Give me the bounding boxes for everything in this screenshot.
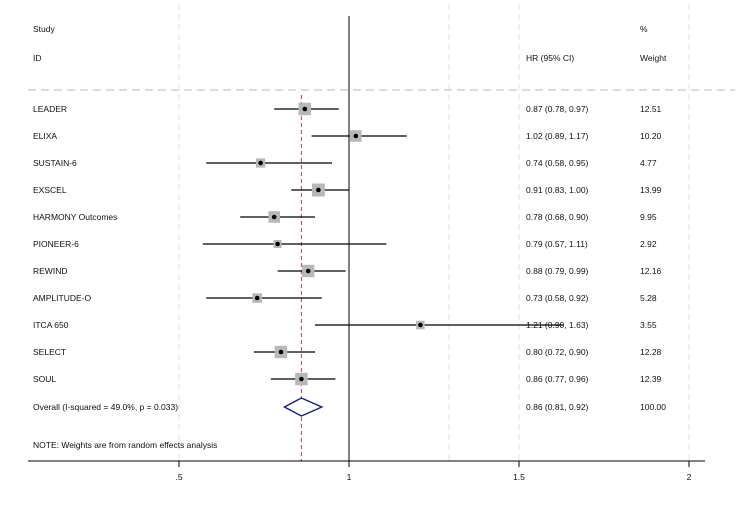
ci-text: 0.80 (0.72, 0.90) [526, 347, 589, 357]
header-study: Study [33, 24, 55, 34]
overall-row: Overall (I-squared = 49.0%, p = 0.033) 0… [33, 397, 666, 417]
overall-weight: 100.00 [640, 402, 666, 412]
study-row: ITCA 650 1.21 (0.90, 1.63) 3.55 [33, 320, 657, 330]
study-name: HARMONY Outcomes [33, 212, 117, 222]
point-estimate [305, 268, 311, 274]
point-estimate [353, 133, 359, 139]
study-name: PIONEER-6 [33, 239, 79, 249]
study-rows: LEADER 0.87 (0.78, 0.97) 12.51 ELIXA 1.02 (0… [33, 102, 662, 386]
weight-text: 4.77 [640, 158, 657, 168]
weight-text: 12.51 [640, 104, 662, 114]
study-name: SUSTAIN-6 [33, 158, 77, 168]
x-tick-label: 1.5 [513, 472, 525, 482]
ci-text: 0.73 (0.58, 0.92) [526, 293, 589, 303]
point-estimate [299, 376, 304, 382]
weights-note: NOTE: Weights are from random effects an… [33, 440, 217, 450]
overall-diamond [282, 397, 324, 417]
weight-text: 9.95 [640, 212, 657, 222]
study-name: EXSCEL [33, 185, 67, 195]
point-estimate [275, 241, 280, 247]
ci-text: 1.21 (0.90, 1.63) [526, 320, 589, 330]
study-name: AMPLITUDE-O [33, 293, 91, 303]
ci-text: 1.02 (0.89, 1.17) [526, 131, 589, 141]
study-row: SUSTAIN-6 0.74 (0.58, 0.95) 4.77 [33, 158, 657, 168]
weight-text: 12.39 [640, 374, 662, 384]
study-name: ITCA 650 [33, 320, 69, 330]
study-name: REWIND [33, 266, 67, 276]
point-estimate [258, 160, 263, 166]
weight-text: 10.20 [640, 131, 662, 141]
grid-lines [178, 4, 690, 461]
weight-text: 12.16 [640, 266, 662, 276]
study-name: SOUL [33, 374, 56, 384]
weight-text: 5.28 [640, 293, 657, 303]
point-estimate [316, 187, 321, 193]
ci-text: 0.91 (0.83, 1.00) [526, 185, 589, 195]
study-row: HARMONY Outcomes 0.78 (0.68, 0.90) 9.95 [33, 211, 657, 223]
ci-text: 0.79 (0.57, 1.11) [526, 239, 588, 249]
study-row: REWIND 0.88 (0.79, 0.99) 12.16 [33, 264, 662, 278]
ci-text: 0.86 (0.77, 0.96) [526, 374, 589, 384]
point-estimate [271, 214, 277, 220]
point-estimate [254, 295, 260, 301]
study-name: ELIXA [33, 131, 57, 141]
study-row: AMPLITUDE-O 0.73 (0.58, 0.92) 5.28 [33, 293, 657, 303]
ci-text: 0.74 (0.58, 0.95) [526, 158, 589, 168]
overall-label: Overall (I-squared = 49.0%, p = 0.033) [33, 402, 178, 412]
header-weight: Weight [640, 53, 667, 63]
study-row: LEADER 0.87 (0.78, 0.97) 12.51 [33, 102, 662, 116]
point-estimate [418, 322, 423, 328]
weight-text: 13.99 [640, 185, 662, 195]
x-axis-ticks: .5 1 1.5 2 [175, 461, 692, 482]
point-estimate [302, 106, 308, 112]
study-row: ELIXA 1.02 (0.89, 1.17) 10.20 [33, 130, 662, 142]
header-id: ID [33, 53, 42, 63]
weight-text: 12.28 [640, 347, 662, 357]
overall-ci-text: 0.86 (0.81, 0.92) [526, 402, 589, 412]
study-name: SELECT [33, 347, 66, 357]
study-row: EXSCEL 0.91 (0.83, 1.00) 13.99 [33, 183, 662, 197]
ci-text: 0.87 (0.78, 0.97) [526, 104, 589, 114]
weight-text: 2.92 [640, 239, 657, 249]
weight-text: 3.55 [640, 320, 657, 330]
ci-text: 0.78 (0.68, 0.90) [526, 212, 589, 222]
study-name: LEADER [33, 104, 67, 114]
x-tick-label: .5 [175, 472, 182, 482]
x-tick-label: 2 [687, 472, 692, 482]
study-row: SELECT 0.80 (0.72, 0.90) 12.28 [33, 345, 662, 359]
study-row: SOUL 0.86 (0.77, 0.96) 12.39 [33, 372, 662, 386]
header-hr-ci: HR (95% CI) [526, 53, 574, 63]
study-row: PIONEER-6 0.79 (0.57, 1.11) 2.92 [33, 239, 657, 249]
point-estimate [278, 349, 284, 355]
x-tick-label: 1 [347, 472, 352, 482]
header-percent: % [640, 24, 648, 34]
ci-text: 0.88 (0.79, 0.99) [526, 266, 589, 276]
